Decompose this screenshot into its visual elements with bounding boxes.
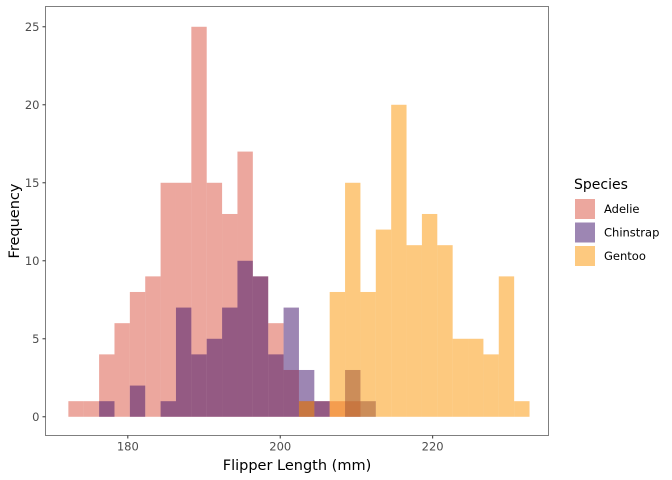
y-tick-label: 10 (25, 254, 40, 268)
bar-gentoo-19 (360, 291, 376, 417)
bar-gentoo-20 (375, 229, 392, 417)
bar-chinstrap-2 (99, 401, 115, 417)
legend-key-chinstrap (575, 222, 595, 243)
y-tick-label: 20 (25, 98, 40, 112)
legend-key-gentoo (575, 246, 595, 266)
bar-gentoo-29 (514, 401, 530, 417)
bars-layer (68, 26, 530, 417)
bar-chinstrap-8 (191, 354, 207, 417)
bar-adelie-3 (114, 323, 130, 417)
y-tick-label: 15 (25, 176, 40, 190)
bar-adelie-1 (83, 401, 100, 417)
x-tick-label: 180 (117, 440, 139, 454)
x-axis: 180 200 220 (117, 435, 444, 454)
x-axis-label: Flipper Length (mm) (223, 458, 371, 474)
y-axis: 0 5 10 15 20 25 (25, 20, 46, 424)
y-tick-label: 25 (25, 20, 40, 34)
y-tick-label: 0 (32, 410, 39, 424)
bar-gentoo-25 (452, 338, 469, 417)
panel-border (45, 6, 549, 436)
legend-label-chinstrap: Chinstrap (604, 226, 659, 240)
bar-gentoo-22 (406, 245, 422, 417)
x-tick-label: 200 (269, 440, 291, 454)
bar-gentoo-26 (468, 338, 484, 417)
legend-label-gentoo: Gentoo (604, 249, 646, 263)
bar-adelie-8 (191, 26, 207, 417)
bar-chinstrap-4 (129, 385, 146, 417)
legend-label-adelie: Adelie (604, 202, 640, 216)
legend-title: Species (574, 177, 628, 193)
bar-chinstrap-10 (222, 307, 238, 417)
legend-key-adelie (575, 199, 595, 219)
bar-adelie-6 (160, 182, 176, 417)
bar-adelie-5 (145, 276, 161, 417)
bar-chinstrap-7 (175, 307, 192, 417)
bar-chinstrap-9 (206, 338, 223, 417)
y-tick-label: 5 (32, 332, 39, 346)
bar-gentoo-28 (498, 276, 515, 417)
bar-chinstrap-11 (237, 260, 253, 417)
bar-gentoo-24 (437, 245, 453, 417)
bar-gentoo-15 (298, 401, 315, 417)
legend: Species Adelie Chinstrap Gentoo (574, 177, 659, 266)
bar-gentoo-27 (483, 354, 499, 417)
y-axis-label: Frequency (7, 183, 23, 258)
bar-chinstrap-14 (283, 307, 299, 417)
bar-gentoo-18 (345, 182, 361, 417)
bar-gentoo-21 (391, 104, 407, 417)
x-tick-label: 220 (422, 440, 444, 454)
bar-chinstrap-13 (268, 354, 284, 417)
bar-gentoo-17 (329, 291, 346, 417)
bar-gentoo-23 (421, 213, 438, 417)
bar-adelie-0 (68, 401, 84, 417)
bar-chinstrap-6 (160, 401, 176, 417)
bar-chinstrap-16 (314, 401, 330, 417)
bar-chinstrap-12 (252, 276, 269, 417)
